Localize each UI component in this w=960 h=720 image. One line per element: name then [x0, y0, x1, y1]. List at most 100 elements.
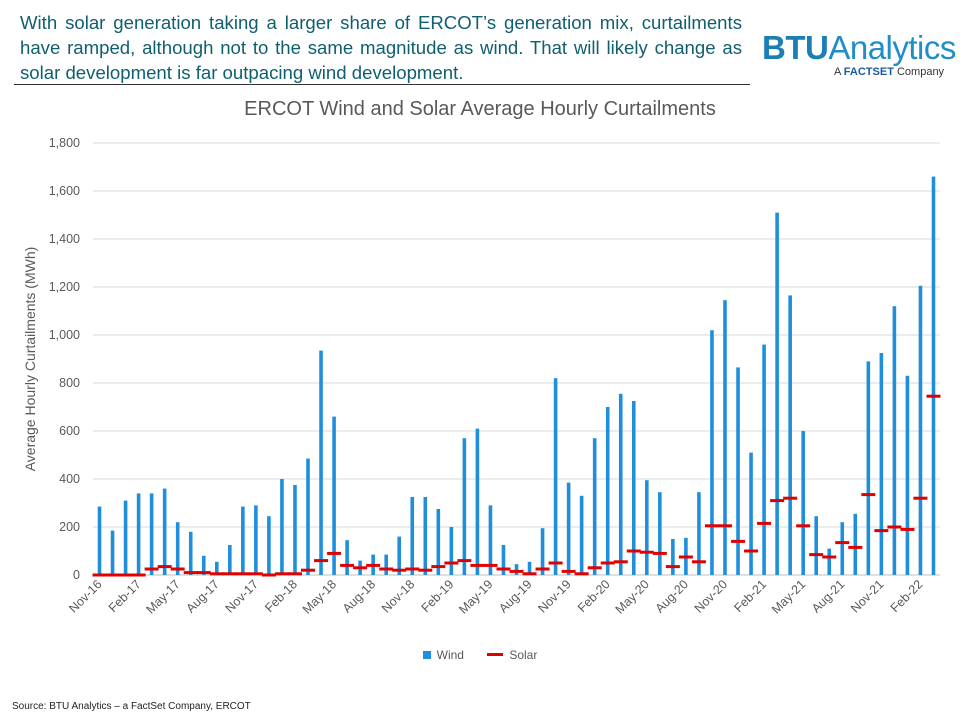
- x-tick-label: Nov-20: [692, 577, 730, 615]
- wind-bar: [540, 528, 545, 575]
- wind-bar: [697, 492, 701, 575]
- wind-bar: [723, 300, 727, 575]
- brand-sub-caps: FACTSET: [843, 66, 894, 78]
- wind-bar: [762, 344, 766, 575]
- wind-bar: [853, 513, 858, 575]
- wind-bar: [384, 554, 388, 575]
- legend-swatch-wind: [422, 651, 431, 659]
- wind-bar: [475, 428, 480, 575]
- wind-bar: [488, 505, 493, 575]
- wind-bar: [462, 438, 467, 575]
- x-tick-label: May-20: [613, 577, 652, 616]
- x-tick-label: Aug-20: [653, 577, 691, 615]
- wind-bar: [136, 493, 141, 575]
- wind-bar: [918, 285, 923, 575]
- wind-bar: [267, 516, 271, 575]
- x-tick-label: Aug-21: [809, 577, 847, 615]
- wind-bar: [123, 500, 128, 575]
- y-tick-label: 1,200: [49, 280, 80, 294]
- wind-bar: [605, 407, 610, 575]
- wind-bar: [162, 488, 167, 575]
- wind-bar: [201, 555, 206, 575]
- wind-bar: [97, 506, 102, 575]
- y-tick-label: 1,000: [49, 328, 80, 342]
- legend: Wind Solar: [0, 648, 960, 662]
- wind-bar: [110, 530, 115, 575]
- wind-bar: [879, 353, 884, 575]
- brand-subtitle: A FACTSET Company: [834, 66, 952, 78]
- x-tick-label: Nov-18: [379, 577, 417, 615]
- wind-bar: [423, 497, 428, 575]
- wind-bar: [592, 438, 597, 575]
- wind-bar: [214, 561, 219, 575]
- y-tick-label: 800: [59, 376, 80, 390]
- source-note: Source: BTU Analytics – a FactSet Compan…: [12, 701, 251, 712]
- y-tick-label: 1,800: [49, 136, 80, 150]
- wind-bar: [801, 431, 805, 575]
- wind-bar: [931, 176, 936, 575]
- wind-bar: [631, 401, 636, 575]
- legend-label-solar: Solar: [509, 648, 538, 662]
- wind-bar: [280, 479, 284, 575]
- wind-bar: [527, 561, 532, 575]
- wind-bar: [410, 497, 415, 575]
- wind-bar: [332, 416, 336, 575]
- wind-bar: [566, 482, 571, 575]
- legend-item-solar: Solar: [487, 648, 537, 662]
- wind-bar: [319, 350, 323, 575]
- wind-bar: [827, 548, 832, 575]
- brand-name-bold: BTU: [762, 29, 829, 66]
- wind-bar: [618, 393, 623, 575]
- wind-bar: [241, 506, 245, 575]
- wind-bar: [710, 330, 714, 575]
- x-tick-label: Feb-21: [731, 577, 769, 615]
- wind-bar: [397, 536, 402, 575]
- wind-bar: [306, 458, 310, 575]
- legend-item-wind: Wind: [422, 648, 464, 662]
- x-tick-label: Nov-19: [535, 577, 573, 615]
- x-tick-label: Feb-22: [888, 577, 926, 615]
- brand-logo: BTUAnalytics A FACTSET Company: [762, 29, 956, 79]
- wind-bar: [905, 375, 910, 575]
- x-tick-label: May-21: [769, 577, 808, 616]
- y-tick-label: 600: [59, 424, 80, 438]
- wind-bar: [345, 540, 349, 575]
- x-tick-label: Feb-18: [262, 577, 300, 615]
- y-axis-title: Average Hourly Curtailments (MWh): [22, 247, 38, 472]
- wind-bar: [553, 378, 558, 575]
- wind-bar: [514, 564, 519, 575]
- wind-bar: [293, 485, 297, 575]
- y-tick-label: 400: [59, 472, 80, 486]
- brand-name-light: Analytics: [828, 29, 956, 66]
- legend-label-wind: Wind: [436, 648, 464, 662]
- x-tick-label: Aug-19: [496, 577, 534, 615]
- x-tick-label: Feb-17: [106, 577, 144, 615]
- wind-bar: [788, 295, 792, 575]
- x-tick-label: May-19: [456, 577, 495, 616]
- wind-bar: [188, 531, 193, 575]
- wind-bar: [149, 493, 154, 575]
- y-tick-label: 1,400: [49, 232, 80, 246]
- x-tick-label: Aug-17: [184, 577, 222, 615]
- wind-bar: [449, 527, 454, 575]
- x-tick-label: May-17: [143, 577, 182, 616]
- wind-bar: [736, 367, 740, 575]
- wind-bar: [645, 480, 649, 575]
- headline-divider: [14, 84, 750, 85]
- x-tick-label: Nov-16: [66, 577, 104, 615]
- headline: With solar generation taking a larger sh…: [20, 12, 742, 83]
- x-tick-label: Feb-20: [575, 577, 613, 615]
- y-tick-label: 0: [73, 568, 80, 582]
- legend-swatch-solar: [487, 653, 504, 656]
- x-tick-label: May-18: [300, 577, 339, 616]
- wind-bar: [671, 539, 675, 575]
- wind-bar: [814, 516, 819, 575]
- chart-title: ERCOT Wind and Solar Average Hourly Curt…: [244, 98, 716, 120]
- wind-bar: [579, 495, 584, 575]
- x-tick-label: Aug-18: [340, 577, 378, 615]
- wind-bar: [749, 452, 753, 575]
- brand-wordmark: BTUAnalytics: [762, 29, 956, 66]
- wind-bar: [228, 545, 232, 575]
- x-tick-label: Feb-19: [419, 577, 457, 615]
